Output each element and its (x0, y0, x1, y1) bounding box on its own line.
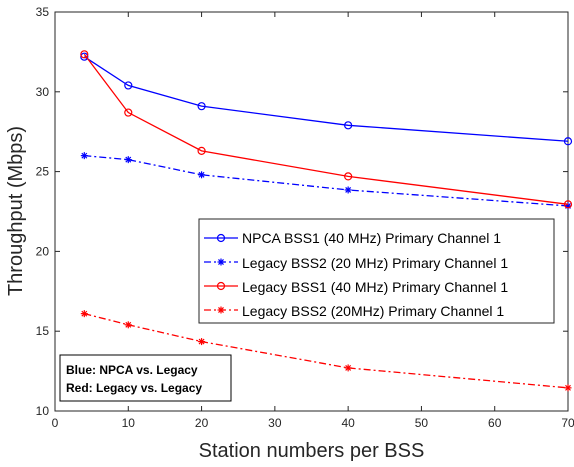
data-point (563, 137, 573, 146)
legend-label-npca-bss1: NPCA BSS1 (40 MHz) Primary Channel 1 (242, 230, 501, 246)
data-point (344, 186, 352, 194)
x-tick-label: 60 (488, 416, 502, 430)
legend: NPCA BSS1 (40 MHz) Primary Channel 1 Leg… (198, 218, 555, 324)
legend-items (204, 233, 238, 314)
annotation-red: Red: Legacy vs. Legacy (66, 381, 202, 395)
legend-marker-4 (217, 306, 225, 314)
legend-marker-1 (216, 233, 226, 243)
y-tick-label: 20 (36, 244, 50, 258)
data-point (124, 321, 132, 329)
y-axis-label: Throughput (Mbps) (5, 126, 27, 296)
legend-label-legacy-bss2-red: Legacy BSS2 (20MHz) Primary Channel 1 (242, 303, 504, 319)
series-layer (80, 50, 573, 392)
data-point (124, 81, 133, 90)
series-line-3 (83, 53, 569, 205)
x-tick-label: 40 (341, 416, 355, 430)
data-point (344, 364, 352, 372)
series-4 (80, 310, 572, 392)
data-point (80, 52, 89, 61)
annotation-frame (59, 354, 232, 402)
legend-marker-2 (217, 258, 225, 266)
plot-area (54, 11, 569, 412)
x-tick-label: 50 (415, 416, 429, 430)
y-tick-label: 15 (36, 324, 50, 338)
data-point (563, 200, 573, 209)
data-point (80, 152, 88, 160)
x-tick-label: 10 (122, 416, 136, 430)
data-point (80, 310, 88, 318)
y-tick-label: 25 (36, 165, 50, 179)
y-tick-label: 30 (36, 85, 50, 99)
series-1 (80, 52, 573, 146)
y-axis-ticks: 10 15 20 25 30 35 (36, 5, 568, 418)
data-point (198, 171, 206, 179)
data-point (80, 50, 89, 59)
legend-label-legacy-bss1: Legacy BSS1 (40 MHz) Primary Channel 1 (242, 279, 508, 295)
y-tick-label: 35 (36, 5, 50, 19)
data-point (344, 172, 353, 181)
x-tick-label: 0 (52, 416, 59, 430)
data-point (564, 384, 572, 392)
legend-marker-3 (216, 281, 226, 291)
data-point (198, 338, 206, 346)
x-tick-label: 70 (561, 416, 574, 430)
x-axis-label: Station numbers per BSS (199, 440, 425, 462)
legend-box (198, 218, 555, 324)
data-point (124, 108, 133, 117)
x-axis-ticks: 0 10 20 30 40 50 60 70 (52, 12, 574, 430)
x-tick-label: 30 (268, 416, 282, 430)
data-point (197, 146, 206, 155)
series-line-1 (83, 56, 569, 142)
x-tick-label: 20 (195, 416, 209, 430)
data-point (124, 156, 132, 164)
series-3 (80, 50, 573, 209)
annotation-box: Blue: NPCA vs. Legacy Red: Legacy vs. Le… (59, 354, 232, 402)
data-point (197, 102, 206, 111)
annotation-blue: Blue: NPCA vs. Legacy (66, 363, 198, 377)
legend-label-legacy-bss2-blue: Legacy BSS2 (20 MHz) Primary Channel 1 (242, 255, 508, 271)
y-tick-label: 10 (36, 404, 50, 418)
data-point (344, 121, 353, 130)
